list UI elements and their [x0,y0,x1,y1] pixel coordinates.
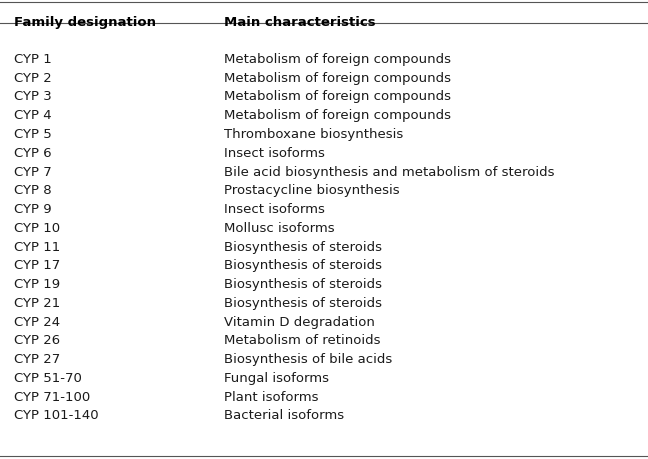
Text: Bacterial isoforms: Bacterial isoforms [224,409,343,421]
Text: Metabolism of foreign compounds: Metabolism of foreign compounds [224,53,450,66]
Text: CYP 6: CYP 6 [14,146,52,159]
Text: Plant isoforms: Plant isoforms [224,390,318,403]
Text: CYP 5: CYP 5 [14,128,52,140]
Text: CYP 4: CYP 4 [14,109,52,122]
Text: Bile acid biosynthesis and metabolism of steroids: Bile acid biosynthesis and metabolism of… [224,165,554,178]
Text: Biosynthesis of steroids: Biosynthesis of steroids [224,240,382,253]
Text: Metabolism of retinoids: Metabolism of retinoids [224,334,380,347]
Text: Metabolism of foreign compounds: Metabolism of foreign compounds [224,72,450,84]
Text: Biosynthesis of steroids: Biosynthesis of steroids [224,259,382,272]
Text: Family designation: Family designation [14,16,156,29]
Text: CYP 2: CYP 2 [14,72,52,84]
Text: Insect isoforms: Insect isoforms [224,202,325,216]
Text: CYP 19: CYP 19 [14,278,60,291]
Text: CYP 101-140: CYP 101-140 [14,409,99,421]
Text: Metabolism of foreign compounds: Metabolism of foreign compounds [224,90,450,103]
Text: Fungal isoforms: Fungal isoforms [224,371,329,384]
Text: CYP 71-100: CYP 71-100 [14,390,91,403]
Text: CYP 24: CYP 24 [14,315,60,328]
Text: CYP 21: CYP 21 [14,296,60,309]
Text: Thromboxane biosynthesis: Thromboxane biosynthesis [224,128,403,140]
Text: CYP 1: CYP 1 [14,53,52,66]
Text: Mollusc isoforms: Mollusc isoforms [224,221,334,234]
Text: CYP 51-70: CYP 51-70 [14,371,82,384]
Text: Biosynthesis of steroids: Biosynthesis of steroids [224,278,382,291]
Text: CYP 11: CYP 11 [14,240,60,253]
Text: Biosynthesis of bile acids: Biosynthesis of bile acids [224,353,392,365]
Text: Prostacycline biosynthesis: Prostacycline biosynthesis [224,184,399,197]
Text: CYP 17: CYP 17 [14,259,60,272]
Text: Biosynthesis of steroids: Biosynthesis of steroids [224,296,382,309]
Text: CYP 10: CYP 10 [14,221,60,234]
Text: CYP 3: CYP 3 [14,90,52,103]
Text: CYP 26: CYP 26 [14,334,60,347]
Text: CYP 27: CYP 27 [14,353,60,365]
Text: CYP 9: CYP 9 [14,202,52,216]
Text: Main characteristics: Main characteristics [224,16,375,29]
Text: CYP 7: CYP 7 [14,165,52,178]
Text: Vitamin D degradation: Vitamin D degradation [224,315,375,328]
Text: Metabolism of foreign compounds: Metabolism of foreign compounds [224,109,450,122]
Text: Insect isoforms: Insect isoforms [224,146,325,159]
Text: CYP 8: CYP 8 [14,184,52,197]
